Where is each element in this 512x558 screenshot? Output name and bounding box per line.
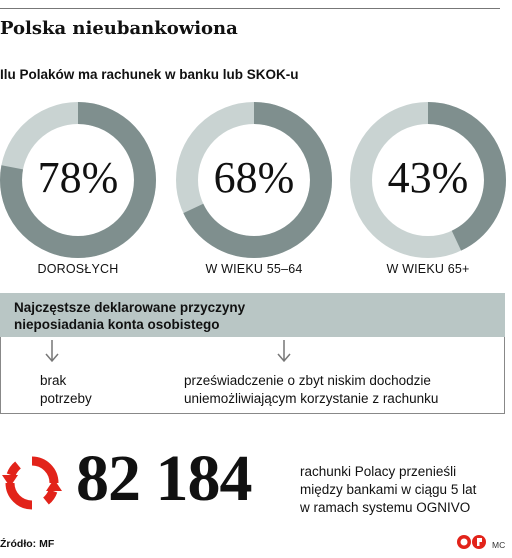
reasons-title-line1: Najczęstsze deklarowane przyczyny xyxy=(14,300,246,315)
transfers-desc-line: w ramach systemu OGNIVO xyxy=(300,500,471,515)
reason-line: przeświadczenie o zbyt niskim dochodzie xyxy=(184,373,431,388)
donut-category-label: W WIEKU 65+ xyxy=(386,262,470,276)
reason-line: potrzeby xyxy=(40,391,92,406)
infographic-title: Polska nieubankowiona xyxy=(0,18,238,39)
donut-category-label: W WIEKU 55–64 xyxy=(205,262,303,276)
author-credit: MC xyxy=(492,540,506,550)
donut-svg xyxy=(0,102,156,258)
donut-value-arc xyxy=(0,102,156,258)
reason-line: brak xyxy=(40,373,67,388)
transfers-description: rachunki Polacy przenieśli między bankam… xyxy=(300,463,476,517)
reasons-title-line2: nieposiadania konta osobistego xyxy=(14,317,220,332)
down-arrow-icon xyxy=(45,340,59,363)
donut-value-label: 78% xyxy=(37,153,119,202)
source-note: Źródło: MF xyxy=(0,538,55,550)
donut-svg xyxy=(176,102,332,258)
transfers-desc-line: rachunki Polacy przenieśli xyxy=(300,464,457,479)
donut-chart: 43% xyxy=(350,102,506,258)
donut-svg xyxy=(350,102,506,258)
down-arrow-icon xyxy=(277,340,291,363)
publisher-logo-icon xyxy=(457,535,486,549)
donut-value-arc xyxy=(350,102,506,258)
transfers-count: 82 184 xyxy=(76,442,252,515)
donut-chart: 68% xyxy=(176,102,332,258)
reasons-title: Najczęstsze deklarowane przyczyny niepos… xyxy=(14,299,245,333)
reason-item-no-need: brak potrzeby xyxy=(40,372,92,408)
transfers-desc-line: między bankami w ciągu 5 lat xyxy=(300,482,477,497)
donut-value-label: 68% xyxy=(213,153,295,202)
donut-value-arc xyxy=(176,102,332,258)
donut-category-label: DOROSŁYCH xyxy=(37,262,119,276)
reasons-frame xyxy=(0,337,505,414)
top-rule xyxy=(0,8,500,9)
reasons-header-band xyxy=(0,293,505,337)
reason-line: uniemożliwiającym korzystanie z rachunku xyxy=(184,391,439,406)
donut-value-label: 43% xyxy=(387,153,469,202)
refresh-arrows-icon xyxy=(2,456,62,510)
chart-subtitle: Ilu Polaków ma rachunek w banku lub SKOK… xyxy=(0,67,299,82)
reason-item-low-income: przeświadczenie o zbyt niskim dochodzie … xyxy=(184,372,438,408)
donut-chart: 78% xyxy=(0,102,156,258)
